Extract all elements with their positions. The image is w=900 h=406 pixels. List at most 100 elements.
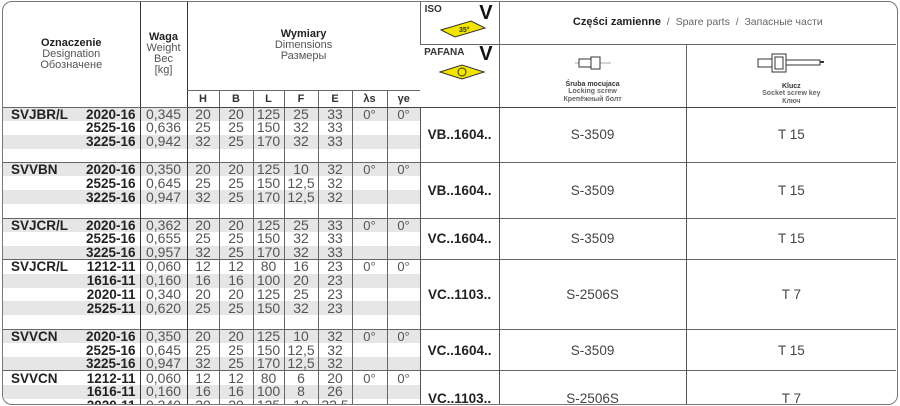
screw-part: S-2506S: [498, 370, 687, 404]
dim-b: 25: [218, 120, 254, 135]
lambda-angle: 0°: [351, 217, 388, 233]
dim-e: [317, 148, 353, 163]
dim-f: 10: [283, 398, 319, 404]
dim-e: 20: [317, 370, 353, 385]
key-part: T 15: [685, 162, 897, 219]
weight-value: 0,060: [139, 259, 188, 274]
lambda-angle: 0°: [351, 106, 388, 121]
holder-name: [3, 176, 85, 190]
table-row: 3225-16 0,957 32 25 170 32 33: [3, 245, 896, 260]
dim-b: 25: [218, 301, 254, 316]
dim-h: [186, 315, 220, 330]
dim-e: 32.5: [317, 398, 353, 404]
gamma-angle: [386, 134, 421, 149]
dim-l: 125: [252, 217, 285, 233]
locking-screw-header: Śruba mocujaca Locking screw Крепёжный бол…: [498, 44, 687, 108]
weight-value: 0,947: [139, 357, 188, 371]
lambda-angle: 0°: [351, 370, 388, 385]
lambda-angle: [351, 343, 388, 358]
table-row: 2525-16 0,645 25 25 150 12,5 32: [3, 176, 896, 191]
iso-insert-header: ISO V 35°: [419, 2, 500, 45]
dim-f: [283, 148, 319, 163]
holder-code: 1616-11: [85, 273, 141, 288]
dim-f: 32: [283, 120, 319, 135]
dim-h: 12: [186, 370, 220, 385]
dim-b: 16: [218, 273, 254, 288]
holder-name: [3, 121, 85, 135]
holder-name: [3, 190, 85, 205]
dim-h: 32: [186, 190, 220, 205]
socket-key-icon: [757, 53, 825, 72]
dim-h: [186, 204, 220, 219]
col-b: B: [218, 90, 254, 108]
lambda-angle: [351, 120, 388, 135]
dim-b: 25: [218, 190, 254, 205]
key-part: T 15: [685, 106, 897, 163]
dim-e: 32: [317, 328, 353, 344]
lambda-angle: [351, 148, 388, 163]
dim-f: 6: [283, 370, 319, 385]
dim-l: 150: [252, 343, 285, 358]
col-l: L: [252, 90, 285, 108]
lambda-angle: [351, 287, 388, 302]
holder-name: [3, 149, 85, 163]
insert-code: VC..1604..: [419, 328, 500, 371]
dim-f: 10: [283, 328, 319, 344]
dim-e: 33: [317, 217, 353, 233]
table-row: 2525-16 0,636 25 25 150 32 33: [3, 120, 896, 135]
dim-b: [218, 204, 254, 219]
weight-value: 0,362: [139, 217, 188, 233]
lambda-angle: [351, 232, 388, 246]
dim-f: 12,5: [283, 176, 319, 191]
spare-parts-title: Części zamienne / Spare parts / Запасные…: [498, 2, 897, 45]
weight-value: 0,340: [139, 287, 188, 302]
dim-e: 23: [317, 287, 353, 302]
dim-f: 12,5: [283, 190, 319, 205]
designation-header: Oznaczenie Designation Обозначене: [3, 2, 141, 108]
col-h: H: [186, 90, 220, 108]
holder-name: [3, 357, 85, 371]
table-row: 2525-11 0,620 25 25 150 32 23: [3, 301, 896, 316]
dim-e: 26: [317, 384, 353, 399]
dim-l: 125: [252, 398, 285, 404]
gamma-angle: 0°: [386, 217, 421, 233]
dim-h: 20: [186, 287, 220, 302]
dim-f: 10: [283, 162, 319, 177]
weight-value: 0,160: [139, 384, 188, 399]
holder-name: [3, 343, 85, 357]
lambda-angle: [351, 190, 388, 205]
dim-h: 20: [186, 106, 220, 121]
dim-b: [218, 148, 254, 163]
dim-l: 170: [252, 134, 285, 149]
dim-b: 25: [218, 232, 254, 246]
dim-l: 150: [252, 120, 285, 135]
col-e: E: [317, 90, 353, 108]
gamma-angle: [386, 357, 421, 371]
lambda-angle: [351, 134, 388, 149]
holder-code: [85, 204, 140, 218]
holder-name: [3, 399, 85, 404]
insert-code: VB..1604..: [419, 162, 500, 219]
table-row: 1616-11 0,160 16 16 100 20 23: [3, 273, 896, 288]
weight-value: 0,350: [139, 162, 188, 177]
dim-e: [317, 315, 353, 330]
holder-name: [3, 301, 85, 316]
holder-code: 3225-16: [85, 190, 141, 205]
pafana-insert-icon: [438, 63, 486, 80]
weight-value: 0,636: [139, 120, 188, 135]
dim-e: 32: [317, 190, 353, 205]
dim-e: 32: [317, 343, 353, 358]
holder-code: 2525-16: [85, 176, 136, 191]
table-row: SVJBR/L 2020-16 0,345 20 20 125 25 33 0° 0° VB..16…: [3, 106, 897, 163]
holder-code: 2525-16: [85, 343, 136, 358]
tool-holder-table: Oznaczenie Designation Обозначене Waga Weig…: [3, 2, 897, 404]
holder-code: 2020-16: [85, 106, 141, 121]
dim-f: 20: [283, 273, 319, 288]
pafana-insert-header: PAFANA V: [420, 44, 500, 108]
screw-part: S-3509: [498, 106, 687, 163]
holder-code: 3225-16: [85, 134, 141, 149]
dim-f: [283, 315, 319, 330]
screw-part: S-2506S: [498, 259, 687, 330]
screw-part: S-3509: [498, 162, 687, 219]
